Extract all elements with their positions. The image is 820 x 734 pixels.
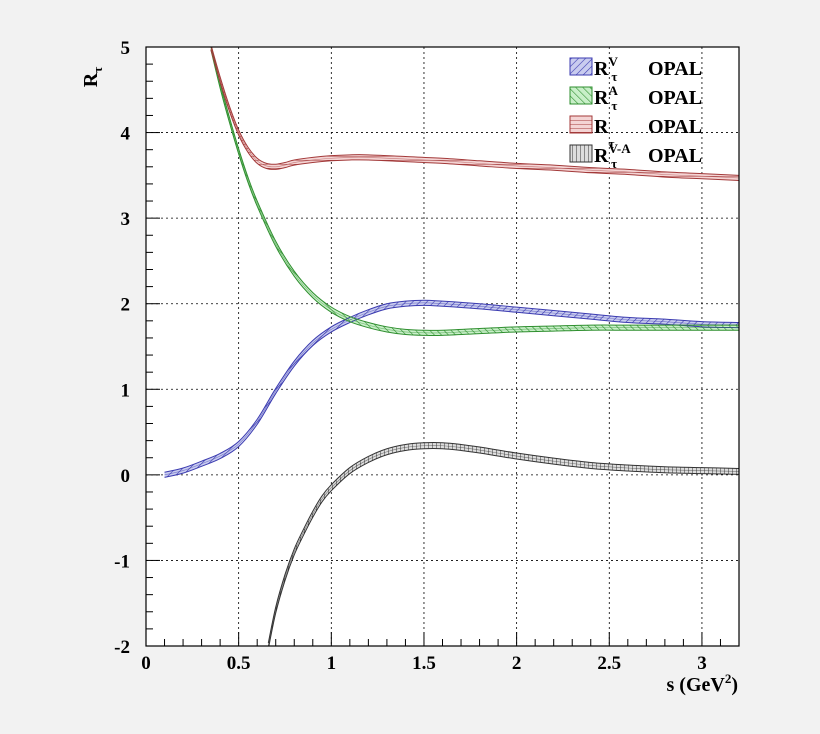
legend-entry: RV τ OPAL xyxy=(569,54,702,84)
series-line-2 xyxy=(210,47,739,179)
axis-ticks xyxy=(145,46,721,647)
legend-label: RV-A τ xyxy=(594,141,631,171)
series-upper-edge-3 xyxy=(267,442,739,644)
series-line-3 xyxy=(268,445,739,646)
y-tick-label: 0 xyxy=(121,466,131,487)
y-tick-label: 4 xyxy=(121,124,131,145)
legend: RV τ OPAL RA τ OPAL Rτ OPAL RV-A τ OPAL xyxy=(569,54,702,171)
y-tick-labels: -2 -1 0 1 2 3 4 5 xyxy=(114,38,130,658)
legend-entry: RV-A τ OPAL xyxy=(569,141,702,171)
y-tick-label: -1 xyxy=(114,551,130,572)
y-tick-label: 5 xyxy=(121,38,131,59)
x-tick-label: 2.5 xyxy=(597,653,621,674)
series-lower-edge-2 xyxy=(210,49,739,181)
x-tick-label: 0 xyxy=(141,653,151,674)
legend-experiment: OPAL xyxy=(648,116,702,138)
x-tick-label: 1 xyxy=(327,653,337,674)
y-tick-label: -2 xyxy=(114,637,130,658)
series-lower-edge-0 xyxy=(164,304,739,478)
series-line-0 xyxy=(164,302,739,476)
x-tick-label: 1.5 xyxy=(412,653,436,674)
legend-entry: Rτ OPAL xyxy=(569,115,702,151)
legend-label: Rτ xyxy=(594,116,614,151)
series-lower-edge-3 xyxy=(268,448,739,646)
x-tick-labels: 0 0.5 1 1.5 2 2.5 3 xyxy=(141,653,706,674)
series-lines xyxy=(164,47,739,646)
y-tick-label: 1 xyxy=(121,380,131,401)
series-upper-edge-2 xyxy=(211,47,739,176)
x-tick-label: 0.5 xyxy=(227,653,251,674)
legend-entry: RA τ OPAL xyxy=(569,83,702,113)
legend-label: RA τ xyxy=(594,83,618,113)
y-tick-label: 2 xyxy=(121,295,131,316)
y-axis-title: Rτ xyxy=(80,67,105,87)
legend-swatch xyxy=(569,57,593,76)
legend-swatch xyxy=(569,144,593,163)
legend-swatch xyxy=(569,115,593,134)
legend-experiment: OPAL xyxy=(648,145,702,167)
legend-experiment: OPAL xyxy=(648,58,702,80)
series-upper-edge-0 xyxy=(164,299,739,473)
legend-experiment: OPAL xyxy=(648,87,702,109)
x-tick-label: 3 xyxy=(697,653,707,674)
x-tick-label: 2 xyxy=(512,653,522,674)
legend-label: RV τ xyxy=(594,54,618,84)
series-upper-edge-1 xyxy=(210,47,739,331)
y-tick-label: 3 xyxy=(121,209,131,230)
x-axis-title: s (GeV2) xyxy=(667,671,739,696)
legend-swatch xyxy=(569,86,593,105)
series-line-1 xyxy=(210,47,739,334)
series-lower-edge-1 xyxy=(210,49,739,337)
